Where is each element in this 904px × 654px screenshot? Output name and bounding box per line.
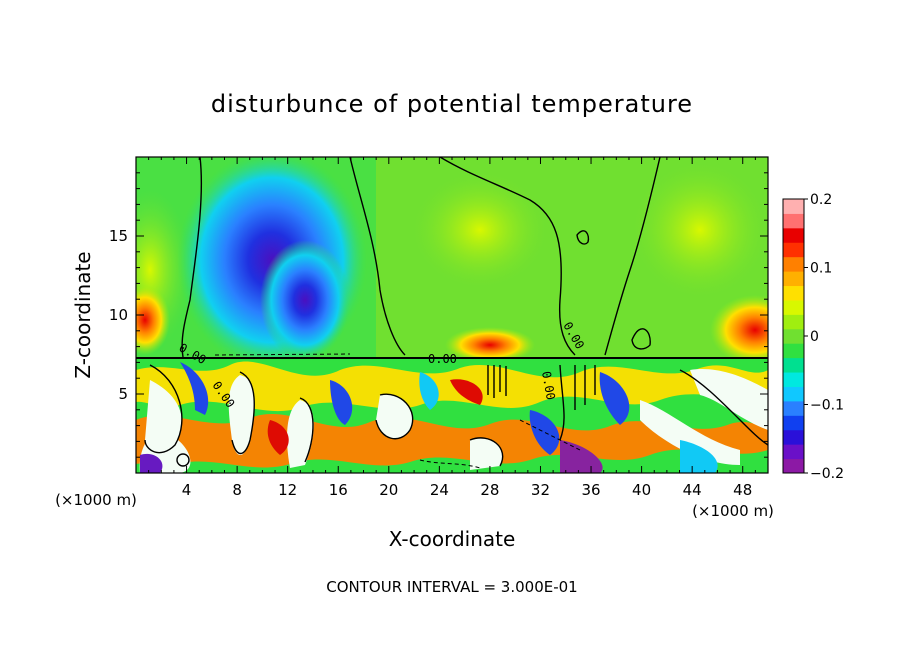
colorbar-swatch [783, 386, 804, 402]
x-tick-label: 36 [581, 481, 600, 499]
colorbar-swatch [783, 429, 804, 445]
colorbar-tick-label: 0.1 [810, 261, 832, 277]
contour-label: 0.00 [539, 370, 558, 401]
x-tick-label: 16 [329, 481, 348, 499]
colorbar-swatch [783, 213, 804, 229]
colorbar-swatch [783, 372, 804, 387]
contour-interval-note: CONTOUR INTERVAL = 3.000E-01 [326, 578, 577, 596]
colorbar-swatch [783, 400, 804, 416]
colorbar-tick-label: 0.2 [810, 192, 832, 208]
colorbar-swatch [783, 242, 804, 258]
x-tick-label: 44 [683, 481, 702, 499]
colorbar-swatch [783, 314, 804, 330]
colorbar-swatch [783, 227, 804, 243]
x-tick-label: 32 [531, 481, 550, 499]
x-tick-label: 28 [480, 481, 499, 499]
contour-label: 0.00 [428, 352, 457, 366]
colorbar-swatch [783, 271, 804, 287]
colorbar-swatch [783, 415, 804, 431]
colorbar-swatch [783, 357, 804, 373]
colorbar-tick-label: −0.1 [810, 398, 844, 414]
heatmap-field [136, 157, 768, 473]
colorbar-swatch [783, 343, 804, 359]
colorbar-tick-label: −0.2 [810, 466, 844, 482]
colorbar-swatch [783, 444, 804, 460]
colorbar-swatch [783, 285, 804, 301]
colorbar-swatch [783, 328, 804, 344]
y-tick-label: 15 [109, 227, 128, 245]
x-units-right: (×1000 m) [692, 502, 774, 520]
colorbar-swatch [783, 299, 804, 315]
colorbar: 0.2 0.1 0 −0.1 −0.2 [783, 192, 844, 482]
x-axis-label: X-coordinate [389, 527, 516, 551]
colorbar-tick-label: 0 [810, 329, 819, 345]
y-tick-label: 10 [109, 306, 128, 324]
colorbar-swatch [783, 256, 804, 272]
x-tick-label: 48 [733, 481, 752, 499]
x-tick-label: 20 [379, 481, 398, 499]
x-tick-label: 12 [278, 481, 297, 499]
y-axis-label: Z-coordinate [71, 251, 95, 378]
chart-title: disturbunce of potential temperature [211, 90, 693, 118]
x-tick-label: 24 [430, 481, 449, 499]
x-tick-label: 4 [182, 481, 192, 499]
colorbar-swatch [783, 199, 804, 214]
x-tick-label: 8 [232, 481, 242, 499]
y-tick-label: 5 [118, 385, 128, 403]
colorbar-swatch [783, 458, 804, 474]
x-tick-label: 40 [632, 481, 651, 499]
colorbar-frame [782, 198, 805, 474]
contour-lines [136, 157, 768, 467]
x-units-left: (×1000 m) [55, 491, 137, 509]
